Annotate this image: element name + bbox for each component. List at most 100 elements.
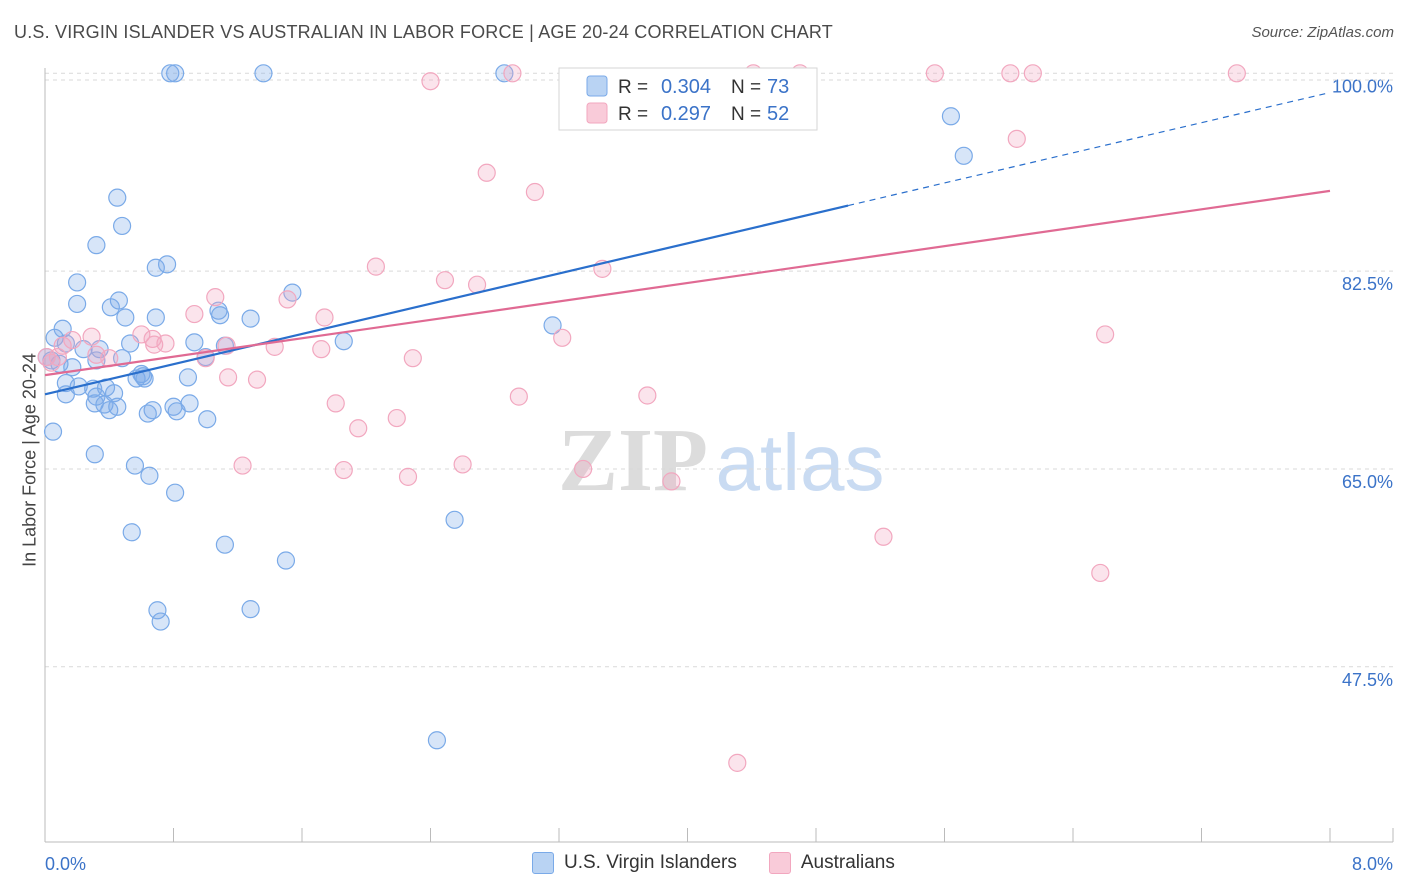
point-australians <box>398 467 418 486</box>
point-australians <box>312 340 331 359</box>
point-australians <box>435 271 455 290</box>
legend-label-virgin-islanders: U.S. Virgin Islanders <box>564 852 737 873</box>
point-australians <box>1227 64 1246 83</box>
r-value: 0.304 <box>661 76 711 98</box>
point-virgin-islanders <box>138 404 157 423</box>
point-australians <box>1001 64 1020 83</box>
trendline-virgin-islanders-extension <box>847 91 1331 207</box>
point-australians <box>1007 129 1026 148</box>
point-virgin-islanders <box>954 146 973 165</box>
point-virgin-islanders <box>101 298 120 317</box>
n-value: 73 <box>767 76 789 98</box>
point-virgin-islanders <box>276 551 296 570</box>
point-australians <box>403 349 422 368</box>
y-tick-label: 65.0% <box>1342 472 1393 492</box>
y-tick-label: 82.5% <box>1342 274 1393 294</box>
point-virgin-islanders <box>87 236 106 255</box>
point-virgin-islanders <box>941 107 961 126</box>
point-australians <box>53 336 72 355</box>
point-australians <box>185 304 204 324</box>
point-australians <box>206 288 225 307</box>
stats-swatch <box>586 75 608 97</box>
point-virgin-islanders <box>210 306 230 325</box>
point-virgin-islanders <box>116 308 135 327</box>
point-australians <box>326 394 345 413</box>
point-australians <box>366 257 385 276</box>
point-australians <box>503 64 522 83</box>
point-virgin-islanders <box>178 368 198 387</box>
point-australians <box>132 325 151 344</box>
point-australians <box>1023 64 1042 83</box>
stats-legend: R = 0.304 N = 73 R = 0.297 N = 52 <box>558 67 818 131</box>
point-virgin-islanders <box>543 316 562 335</box>
point-virgin-islanders <box>85 445 104 464</box>
point-virgin-islanders <box>112 216 132 236</box>
point-virgin-islanders <box>254 64 273 83</box>
point-virgin-islanders <box>140 466 159 485</box>
point-virgin-islanders <box>241 600 260 619</box>
point-australians <box>477 163 496 182</box>
n-value: 52 <box>767 103 789 125</box>
point-australians <box>1096 325 1115 344</box>
point-australians <box>728 753 747 772</box>
y-tick-label: 47.5% <box>1342 670 1393 690</box>
stats-swatch <box>586 102 608 124</box>
r-label: R = <box>618 77 648 98</box>
trendline-virgin-islanders <box>44 204 849 396</box>
n-label: N = <box>731 104 761 125</box>
point-australians <box>925 64 944 83</box>
point-virgin-islanders <box>334 332 353 351</box>
point-virgin-islanders <box>148 601 167 620</box>
point-virgin-islanders <box>143 401 162 420</box>
point-virgin-islanders <box>125 456 145 475</box>
point-virgin-islanders <box>198 410 217 429</box>
legend-swatch-blue <box>532 852 554 874</box>
point-virgin-islanders <box>146 308 165 327</box>
point-australians <box>219 368 238 387</box>
point-australians <box>156 334 175 353</box>
point-australians <box>233 456 252 475</box>
point-australians <box>82 327 101 346</box>
point-australians <box>247 370 267 389</box>
point-australians <box>573 459 593 479</box>
point-virgin-islanders <box>180 394 199 413</box>
point-australians <box>525 182 545 202</box>
point-australians <box>63 330 82 350</box>
legend-item-virgin-islanders: U.S. Virgin Islanders <box>532 852 737 874</box>
x-tick-label: 0.0% <box>45 854 86 874</box>
bottom-legend: U.S. Virgin Islanders Australians <box>532 852 927 874</box>
point-australians <box>553 328 572 347</box>
trendline-australians <box>44 189 1331 377</box>
legend-item-australians: Australians <box>768 852 895 874</box>
point-australians <box>509 387 528 406</box>
point-virgin-islanders <box>68 273 87 292</box>
point-virgin-islanders <box>241 309 260 328</box>
point-virgin-islanders <box>122 523 141 542</box>
y-tick-label: 100.0% <box>1332 76 1393 96</box>
chart-title: U.S. VIRGIN ISLANDER VS AUSTRALIAN IN LA… <box>14 22 834 42</box>
point-australians <box>662 472 681 491</box>
point-australians <box>334 460 353 480</box>
point-australians <box>453 455 472 474</box>
x-tick-label: 8.0% <box>1352 854 1393 874</box>
point-australians <box>387 408 406 428</box>
r-value: 0.297 <box>661 103 711 125</box>
point-virgin-islanders <box>166 64 185 83</box>
point-virgin-islanders <box>157 255 177 274</box>
point-australians <box>315 308 334 327</box>
point-virgin-islanders <box>427 731 447 750</box>
point-australians <box>874 527 893 546</box>
point-australians <box>421 72 440 91</box>
point-virgin-islanders <box>445 510 464 529</box>
point-virgin-islanders <box>68 294 87 314</box>
point-virgin-islanders <box>161 64 180 83</box>
point-virgin-islanders <box>146 258 165 277</box>
point-virgin-islanders <box>43 422 63 441</box>
r-label: R = <box>618 104 648 125</box>
watermark-atlas: atlas <box>716 418 885 507</box>
point-australians <box>638 386 657 405</box>
point-virgin-islanders <box>185 333 204 352</box>
point-virgin-islanders <box>151 612 170 631</box>
legend-swatch-pink <box>768 852 791 874</box>
